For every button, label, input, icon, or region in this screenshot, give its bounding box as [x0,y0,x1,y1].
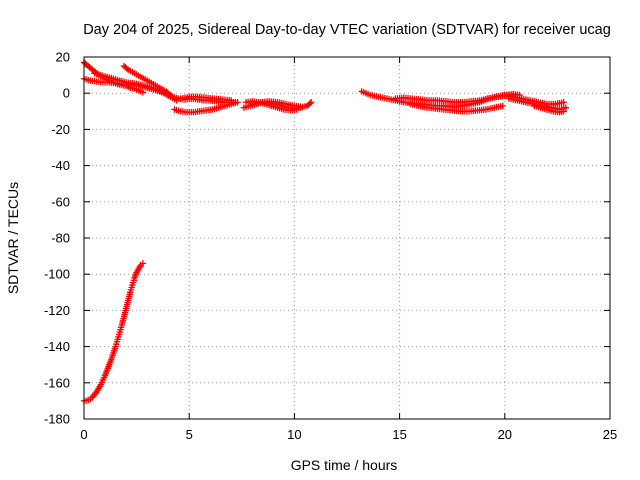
data-point [228,97,235,104]
series-arc-13 [406,100,506,115]
y-tick-label: -60 [51,194,70,209]
data-point [139,260,147,267]
x-tick-label: 0 [80,427,87,442]
data-point [139,89,147,96]
y-tick-label: -180 [44,412,70,427]
x-axis-label: GPS time / hours [291,457,398,473]
data-point [308,99,315,106]
x-tick-label: 5 [186,427,193,442]
x-tick-label: 25 [603,427,617,442]
data-point [562,104,570,111]
data-point [173,97,180,104]
data-point [167,91,174,99]
chart-title: Day 204 of 2025, Sidereal Day-to-day VTE… [83,22,611,38]
data-point [165,90,173,98]
plot-frame [83,56,611,420]
y-tick-label: -160 [44,375,70,390]
x-tick-label: 20 [498,427,512,442]
data-point [306,100,314,107]
y-tick-label: -20 [51,122,70,137]
grid-layer [84,57,610,419]
data-point [560,108,567,115]
data-point [560,99,567,106]
y-tick-label: 0 [63,86,70,101]
ticks-layer: 0 5 10 15 20 25 -180 -160 -140 -120 -100 -80 -60 -40 -… [44,50,617,443]
data-point [123,65,130,72]
y-tick-label: -100 [44,267,70,282]
series-arc-4 [120,62,174,99]
y-axis-label: SDTVAR / TECUs [5,182,21,294]
y-tick-label: -80 [51,231,70,246]
series-arc-9 [249,98,307,110]
series-arc-6 [177,93,235,104]
y-tick-label: 20 [56,50,70,65]
series-arc-10 [80,260,147,405]
data-point [499,102,506,110]
data-point [299,103,307,110]
y-tick-label: -40 [51,158,70,173]
data-points-layer [80,59,570,405]
series-arc-16 [531,102,567,116]
data-point [234,99,241,106]
x-tick-label: 15 [392,427,406,442]
y-tick-label: -140 [44,339,70,354]
x-tick-label: 10 [287,427,301,442]
y-tick-label: -120 [44,303,70,318]
